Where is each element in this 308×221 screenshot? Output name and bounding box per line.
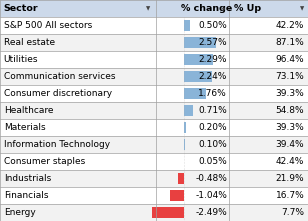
Text: 2.57%: 2.57% [198,38,227,47]
Bar [170,190,184,201]
Bar [0,119,308,136]
Bar [0,85,308,102]
Bar [184,105,192,116]
Text: Real estate: Real estate [4,38,55,47]
Bar [184,122,186,133]
Text: Information Technology: Information Technology [4,140,110,149]
Text: 39.3%: 39.3% [276,89,304,98]
Text: 7.7%: 7.7% [281,208,304,217]
Text: Materials: Materials [4,123,45,132]
Text: 0.10%: 0.10% [198,140,227,149]
Text: 0.05%: 0.05% [198,157,227,166]
Text: S&P 500 All sectors: S&P 500 All sectors [4,21,92,30]
Bar [0,170,308,187]
Text: ◄: ◄ [221,6,225,11]
Text: Communication services: Communication services [4,72,115,81]
Bar [0,153,308,170]
Text: Industrials: Industrials [4,174,51,183]
Bar [0,17,308,34]
Bar [184,71,212,82]
Text: 39.3%: 39.3% [276,123,304,132]
Text: Financials: Financials [4,191,48,200]
Text: Healthcare: Healthcare [4,106,53,115]
Bar [0,187,308,204]
Text: 0.71%: 0.71% [198,106,227,115]
Text: 42.2%: 42.2% [276,21,304,30]
Text: 0.50%: 0.50% [198,21,227,30]
Text: 16.7%: 16.7% [276,191,304,200]
Bar [184,20,190,31]
Text: 54.8%: 54.8% [276,106,304,115]
Bar [184,139,185,150]
Bar [0,102,308,119]
Text: Consumer discretionary: Consumer discretionary [4,89,112,98]
Text: ▼: ▼ [146,6,150,11]
Text: 96.4%: 96.4% [276,55,304,64]
Text: Utilities: Utilities [4,55,38,64]
Bar [0,34,308,51]
Text: % Up: % Up [234,4,261,13]
Text: -2.49%: -2.49% [195,208,227,217]
Text: 42.4%: 42.4% [276,157,304,166]
Bar [184,37,216,48]
Bar [152,207,184,218]
Text: Consumer staples: Consumer staples [4,157,85,166]
Text: 21.9%: 21.9% [276,174,304,183]
Text: ▼: ▼ [300,6,305,11]
Text: 39.4%: 39.4% [276,140,304,149]
Text: 1.76%: 1.76% [198,89,227,98]
Bar [0,51,308,68]
Bar [184,54,213,65]
Text: 2.24%: 2.24% [199,72,227,81]
Text: Sector: Sector [4,4,38,13]
Text: -0.48%: -0.48% [195,174,227,183]
Bar [184,88,206,99]
Text: 2.29%: 2.29% [198,55,227,64]
Bar [177,173,184,184]
Bar [0,0,308,17]
Text: 87.1%: 87.1% [276,38,304,47]
Bar [0,136,308,153]
Bar [0,68,308,85]
Text: Energy: Energy [4,208,35,217]
Bar [0,204,308,221]
Text: 73.1%: 73.1% [276,72,304,81]
Text: % change: % change [181,4,233,13]
Text: -1.04%: -1.04% [195,191,227,200]
Text: 0.20%: 0.20% [198,123,227,132]
